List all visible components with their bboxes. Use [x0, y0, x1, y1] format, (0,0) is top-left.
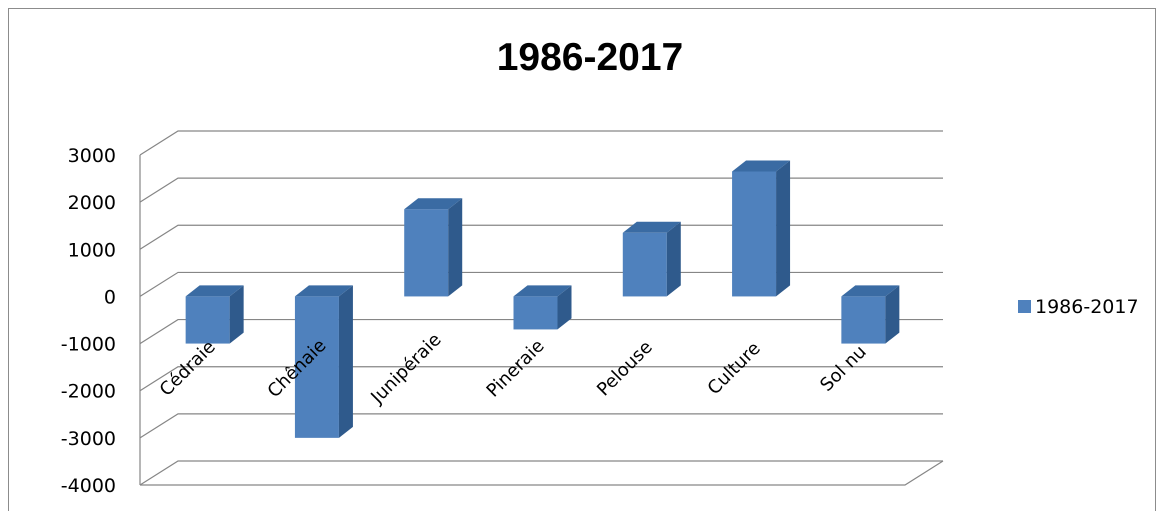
floor-edge	[140, 460, 944, 486]
bar-pineraie	[513, 285, 572, 330]
y-tick-label: -4000	[61, 475, 116, 497]
gridline	[139, 271, 943, 297]
x-tick-label: Cédraie	[156, 337, 220, 401]
gridline	[139, 224, 943, 250]
x-tick-label: Pineraie	[483, 335, 549, 401]
bar-junipéraie	[404, 198, 463, 297]
bar-top	[185, 285, 244, 297]
bar-side	[557, 285, 572, 330]
bar-culture	[732, 160, 791, 297]
bar-front	[294, 296, 339, 438]
bar-side	[229, 285, 244, 344]
bar-front	[185, 296, 230, 344]
gridline	[139, 177, 943, 203]
bar-top	[841, 285, 900, 297]
x-tick-label: Culture	[704, 338, 765, 399]
gridline	[139, 366, 943, 392]
bar-pelouse	[622, 221, 681, 297]
bar-front	[622, 232, 667, 297]
bar-side	[885, 285, 900, 344]
legend-label: 1986-2017	[1035, 296, 1139, 318]
bar-front	[513, 296, 558, 330]
x-tick-label: Sol nu	[816, 341, 870, 395]
bar-cédraie	[185, 285, 244, 344]
bar-top	[513, 285, 572, 297]
bar-top	[404, 198, 463, 210]
bar-top	[294, 285, 353, 297]
bar-side	[776, 160, 791, 297]
bar-sol-nu	[841, 285, 900, 344]
chart-frame	[8, 8, 1156, 511]
bar-side	[338, 285, 353, 438]
gridline	[139, 413, 943, 439]
chart-title: 1986-2017	[496, 36, 684, 79]
legend: 1986-2017	[1018, 296, 1139, 318]
bar-side	[666, 221, 681, 297]
x-tick-label: Pelouse	[593, 337, 657, 401]
y-tick-label: 3000	[68, 145, 116, 167]
y-tick-label: 1000	[68, 239, 116, 261]
bar-front	[841, 296, 886, 344]
bar-top	[732, 160, 791, 172]
bar-chênaie	[294, 285, 353, 438]
y-tick-label: 0	[104, 286, 116, 308]
gridline	[139, 130, 943, 156]
x-tick-label: Junipéraie	[366, 329, 445, 408]
y-tick-label: -1000	[61, 334, 116, 356]
gridline	[139, 318, 943, 345]
y-tick-label: 2000	[68, 192, 116, 214]
bar-front	[732, 171, 777, 297]
gridline	[139, 460, 943, 486]
y-tick-label: -2000	[61, 381, 116, 403]
bar-side	[448, 198, 463, 297]
y-tick-label: -3000	[61, 428, 116, 450]
legend-swatch	[1018, 300, 1031, 313]
bar-front	[404, 209, 449, 297]
bar-top	[622, 221, 681, 233]
